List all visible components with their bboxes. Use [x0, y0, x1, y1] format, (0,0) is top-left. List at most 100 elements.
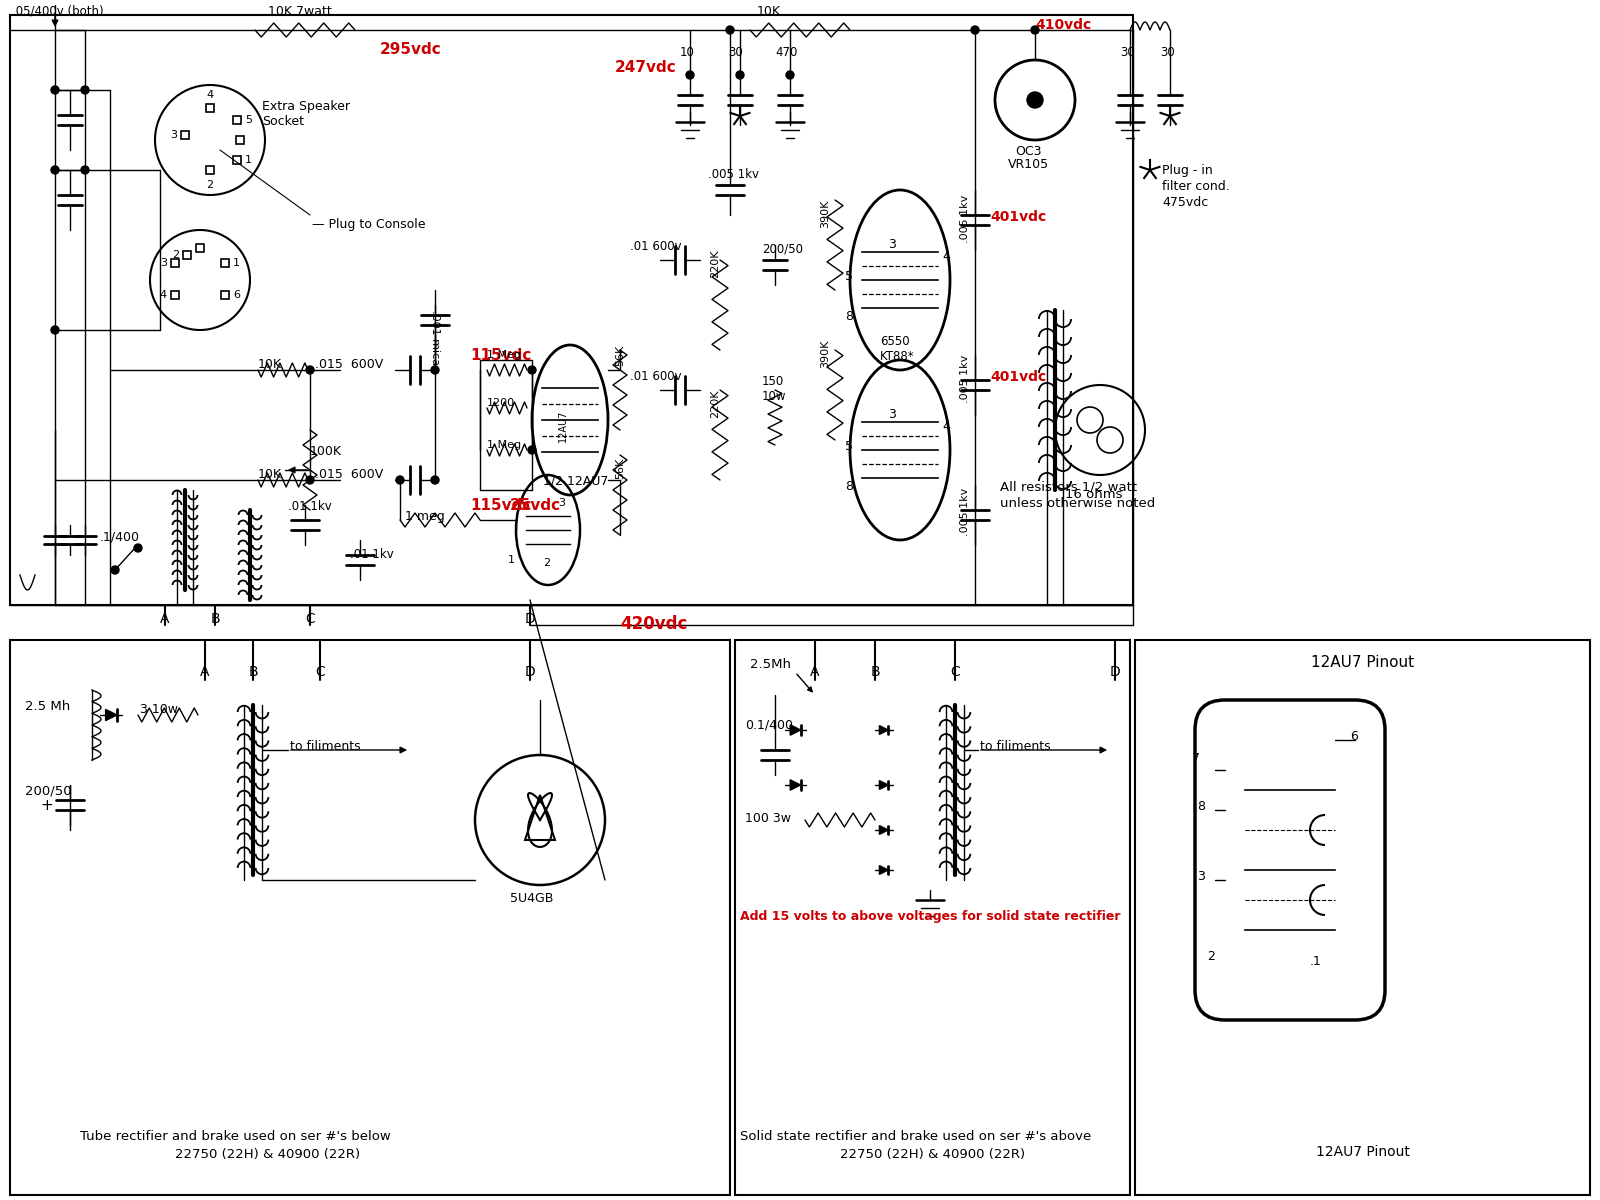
Text: 1 Meg: 1 Meg: [486, 440, 522, 450]
Bar: [206, 166, 214, 174]
Text: 30: 30: [1120, 46, 1134, 59]
Text: All resistors 1/2 watt: All resistors 1/2 watt: [1000, 480, 1138, 493]
Text: 401vdc: 401vdc: [990, 370, 1046, 384]
Bar: [221, 290, 229, 299]
Circle shape: [736, 71, 744, 79]
Text: 470: 470: [774, 46, 797, 59]
Text: — Plug to Console: — Plug to Console: [312, 218, 426, 230]
Circle shape: [397, 476, 403, 484]
Text: 2: 2: [206, 180, 213, 190]
Text: KT88*: KT88*: [880, 350, 915, 362]
Bar: [234, 116, 242, 124]
Text: 2: 2: [542, 558, 550, 568]
Bar: [171, 290, 179, 299]
Text: .01 600v: .01 600v: [630, 240, 682, 253]
Text: 100 3w: 100 3w: [746, 812, 790, 826]
Text: B: B: [248, 665, 258, 679]
Text: .005 1kv: .005 1kv: [960, 488, 970, 536]
Text: 25vdc: 25vdc: [510, 498, 562, 514]
Text: 22750 (22H) & 40900 (22R): 22750 (22H) & 40900 (22R): [174, 1148, 360, 1162]
Text: 3: 3: [888, 238, 896, 251]
Text: 12AU7: 12AU7: [558, 410, 568, 443]
Polygon shape: [790, 780, 800, 791]
Text: C: C: [950, 665, 960, 679]
Bar: [1134, 640, 1590, 1195]
Text: .015  600V: .015 600V: [315, 358, 384, 371]
Circle shape: [786, 71, 794, 79]
Text: B: B: [210, 612, 219, 626]
Bar: [182, 251, 190, 259]
Text: 1: 1: [234, 258, 240, 268]
Text: 12AU7 Pinout: 12AU7 Pinout: [1315, 1145, 1410, 1159]
Text: 2.5 Mh: 2.5 Mh: [26, 700, 70, 713]
Text: VR105: VR105: [1008, 158, 1050, 170]
Text: 100K: 100K: [310, 445, 342, 458]
Text: 220K: 220K: [710, 250, 720, 278]
Text: C: C: [306, 612, 315, 626]
Text: Solid state rectifier and brake used on ser #'s above: Solid state rectifier and brake used on …: [739, 1130, 1091, 1142]
Text: 3: 3: [888, 408, 896, 421]
Text: 115vdc: 115vdc: [470, 348, 531, 362]
Text: 200/50: 200/50: [26, 785, 72, 798]
Text: 8: 8: [1197, 800, 1205, 814]
Text: unless otherwise noted: unless otherwise noted: [1000, 497, 1155, 510]
Circle shape: [686, 71, 694, 79]
Text: 2: 2: [171, 250, 179, 260]
Text: A: A: [200, 665, 210, 679]
Text: 295vdc: 295vdc: [381, 42, 442, 56]
Text: 3: 3: [1197, 870, 1205, 883]
Text: 401vdc: 401vdc: [990, 210, 1046, 224]
Text: .01 600v: .01 600v: [630, 370, 682, 383]
Text: 10K: 10K: [258, 358, 282, 371]
Circle shape: [528, 446, 536, 454]
Text: 10K: 10K: [757, 5, 781, 18]
Circle shape: [1030, 26, 1038, 34]
Text: .001 mica: .001 mica: [430, 310, 440, 365]
Text: Extra Speaker: Extra Speaker: [262, 100, 350, 113]
Circle shape: [430, 366, 438, 374]
Circle shape: [51, 326, 59, 334]
Bar: [221, 259, 229, 266]
Text: OC3: OC3: [1014, 145, 1042, 158]
Text: 30: 30: [728, 46, 742, 59]
Text: to filiments: to filiments: [979, 740, 1051, 754]
Text: 6550: 6550: [880, 335, 910, 348]
Polygon shape: [106, 709, 117, 720]
Text: A: A: [810, 665, 819, 679]
Text: B: B: [870, 665, 880, 679]
Polygon shape: [880, 865, 888, 875]
Text: 475vdc: 475vdc: [1162, 196, 1208, 209]
Text: .05/400v (both): .05/400v (both): [13, 5, 104, 18]
Text: 390K: 390K: [819, 340, 830, 368]
Text: 1/2 12AU7: 1/2 12AU7: [542, 475, 608, 488]
Circle shape: [430, 476, 438, 484]
Text: 2: 2: [1206, 950, 1214, 962]
Text: 56K: 56K: [614, 346, 626, 366]
Polygon shape: [880, 826, 888, 834]
Text: 10: 10: [680, 46, 694, 59]
Text: 3: 3: [170, 130, 178, 140]
Polygon shape: [880, 726, 888, 734]
Text: 5: 5: [845, 440, 853, 452]
Bar: [10, 14, 1133, 605]
Text: .005 1kv: .005 1kv: [960, 194, 970, 244]
Text: C: C: [315, 665, 325, 679]
Text: .01 1kv: .01 1kv: [350, 548, 394, 560]
Text: D: D: [525, 612, 536, 626]
Text: to filiments: to filiments: [290, 740, 360, 754]
Text: 200/50: 200/50: [762, 242, 803, 254]
Circle shape: [82, 166, 90, 174]
Text: 115vdc: 115vdc: [470, 498, 531, 514]
Text: 390K: 390K: [819, 200, 830, 228]
Circle shape: [134, 544, 142, 552]
Text: 7: 7: [1192, 752, 1200, 766]
Circle shape: [1027, 92, 1043, 108]
Text: 8: 8: [845, 480, 853, 493]
Bar: [734, 640, 1130, 1195]
Text: 10K: 10K: [258, 468, 282, 481]
Text: 56K: 56K: [614, 458, 626, 479]
Circle shape: [82, 86, 90, 94]
Text: 420vdc: 420vdc: [621, 614, 688, 634]
Bar: [234, 156, 242, 164]
Text: .1: .1: [1310, 955, 1322, 968]
